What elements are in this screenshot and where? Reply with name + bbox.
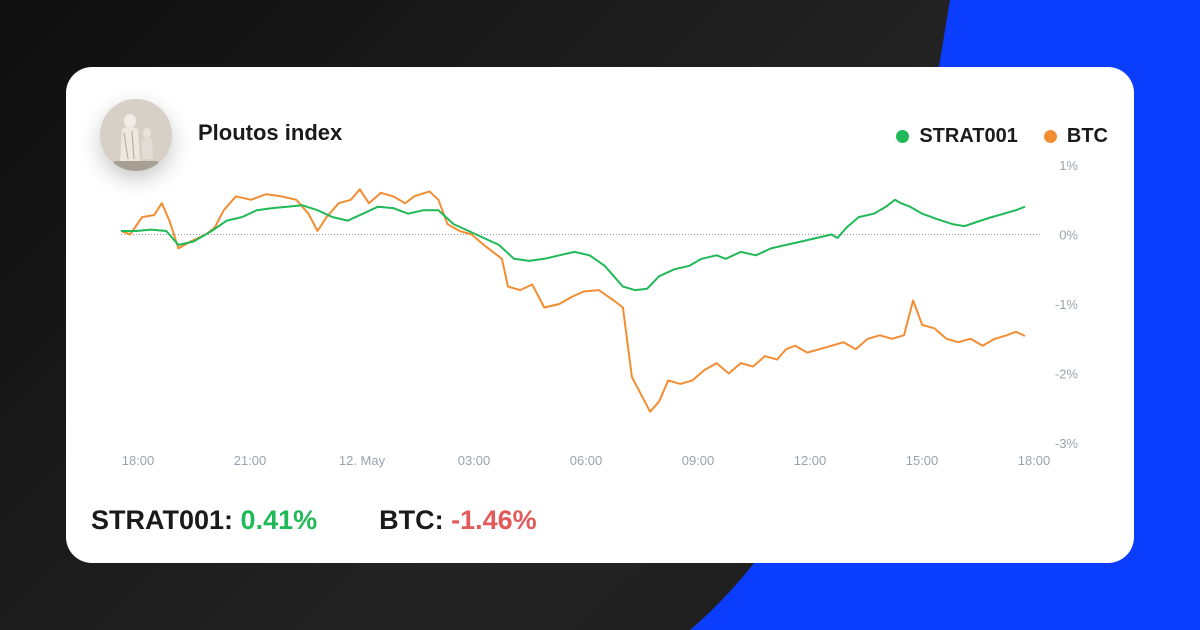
y-tick-label: -3%	[1055, 436, 1079, 451]
x-tick-label: 03:00	[458, 453, 491, 468]
legend-dot-btc	[1043, 130, 1057, 143]
summary-btc-label: BTC:	[379, 505, 444, 535]
legend-label-btc: BTC	[1066, 125, 1108, 147]
summary-btc: BTC: -1.46%	[379, 505, 537, 536]
x-tick-label: 06:00	[570, 453, 603, 468]
legend-label-strat: STRAT001	[919, 125, 1018, 147]
series-line-btc	[120, 188, 1026, 413]
x-tick-label: 12:00	[794, 453, 827, 468]
legend-dot-strat	[896, 130, 910, 143]
summary-btc-value: -1.46%	[451, 505, 537, 535]
legend-item-btc[interactable]: BTC	[1043, 125, 1108, 148]
x-tick-label: 12. May	[339, 453, 386, 468]
series-line-strat001	[121, 198, 1026, 292]
legend-item-strat[interactable]: STRAT001	[896, 125, 1018, 148]
y-tick-label: 0%	[1059, 228, 1078, 243]
summary-strat: STRAT001: 0.41%	[91, 505, 317, 536]
summary-strat-value: 0.41%	[240, 505, 318, 535]
y-tick-label: -1%	[1055, 297, 1079, 312]
x-tick-label: 18:00	[122, 453, 155, 468]
x-tick-label: 21:00	[234, 453, 267, 468]
chart-card: Ploutos index STRAT001 BTC 1% 0% -1% -2% -3%…	[66, 67, 1134, 563]
chart-legend: STRAT001 BTC	[896, 125, 1108, 148]
x-tick-label: 18:00	[1018, 453, 1051, 468]
chart-title: Ploutos index	[198, 120, 343, 145]
y-tick-label: 1%	[1059, 158, 1078, 173]
summary-strat-label: STRAT001:	[91, 505, 234, 535]
summary-row: STRAT001: 0.41% BTC: -1.46%	[91, 505, 537, 536]
x-tick-label: 15:00	[906, 453, 939, 468]
statue-avatar-icon	[100, 99, 172, 171]
x-tick-label: 09:00	[682, 453, 715, 468]
y-tick-label: -2%	[1055, 367, 1079, 382]
line-chart: 1% 0% -1% -2% -3% 18:00 21:00 12. May 03:00 06:00…	[120, 158, 1079, 468]
